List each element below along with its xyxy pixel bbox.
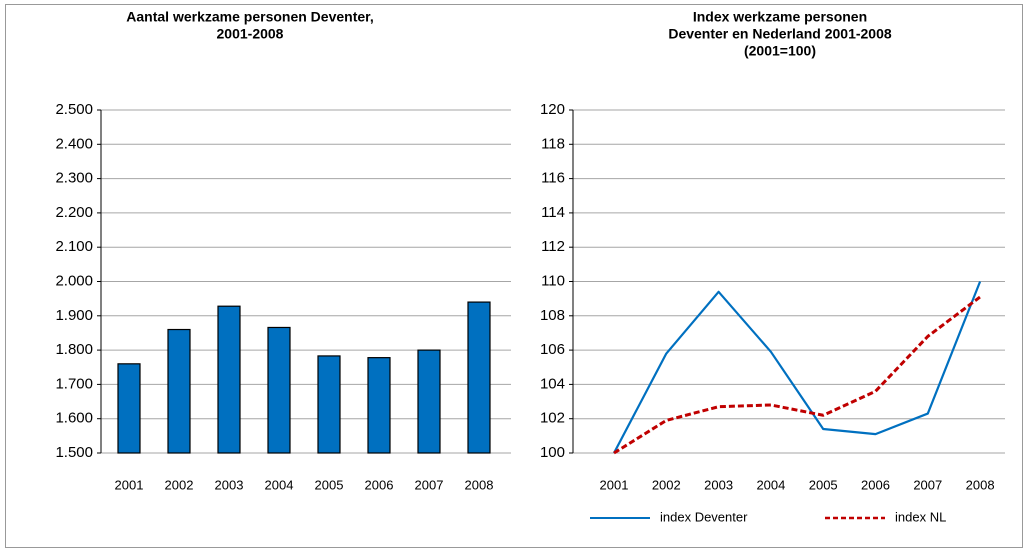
y-tick-label: 120 — [540, 101, 565, 118]
bar — [367, 357, 391, 454]
chart-title: (2001=100) — [744, 43, 816, 59]
y-tick-label: 1.500 — [55, 444, 93, 461]
legend-label: index NL — [895, 509, 946, 524]
bar — [417, 349, 441, 454]
y-tick-label: 2.000 — [55, 272, 93, 289]
y-tick-label: 2.200 — [55, 204, 93, 221]
chart-title: Aantal werkzame personen Deventer, — [126, 9, 373, 25]
y-tick-label: 2.400 — [55, 135, 93, 152]
y-tick-label: 110 — [541, 272, 565, 289]
y-tick-label: 2.500 — [55, 101, 93, 118]
bar — [167, 328, 191, 454]
x-tick-label: 2005 — [315, 477, 344, 492]
x-tick-label: 2002 — [165, 477, 194, 492]
x-tick-label: 2008 — [465, 477, 494, 492]
x-tick-label: 2005 — [809, 477, 838, 492]
y-tick-label: 2.100 — [55, 238, 93, 255]
bar — [267, 326, 291, 454]
y-tick-label: 116 — [541, 170, 565, 187]
x-tick-label: 2003 — [704, 477, 733, 492]
x-tick-label: 2004 — [265, 477, 294, 492]
x-tick-label: 2003 — [215, 477, 244, 492]
x-tick-label: 2006 — [365, 477, 394, 492]
chart-title: Deventer en Nederland 2001-2008 — [668, 26, 892, 42]
bar — [117, 363, 141, 454]
x-tick-label: 2007 — [913, 477, 942, 492]
y-tick-label: 1.900 — [55, 307, 93, 324]
y-tick-label: 112 — [541, 238, 565, 255]
bar — [217, 305, 241, 454]
legend-label: index Deventer — [660, 509, 748, 524]
y-tick-label: 100 — [540, 444, 565, 461]
y-tick-label: 102 — [540, 410, 565, 427]
x-tick-label: 2007 — [415, 477, 444, 492]
x-tick-label: 2006 — [861, 477, 890, 492]
y-tick-label: 104 — [540, 375, 565, 392]
chart-title: 2001-2008 — [217, 26, 284, 42]
y-tick-label: 2.300 — [55, 170, 93, 187]
chart-title: Index werkzame personen — [693, 9, 867, 25]
y-tick-label: 106 — [540, 341, 565, 358]
x-tick-label: 2001 — [115, 477, 144, 492]
y-tick-label: 118 — [541, 135, 565, 152]
y-tick-label: 108 — [540, 307, 565, 324]
x-tick-label: 2001 — [600, 477, 629, 492]
bar — [467, 301, 491, 454]
y-tick-label: 114 — [541, 204, 565, 221]
y-tick-label: 1.600 — [55, 410, 93, 427]
line-series — [613, 295, 982, 455]
x-tick-label: 2008 — [966, 477, 995, 492]
x-tick-label: 2002 — [652, 477, 681, 492]
line-series — [613, 281, 982, 454]
y-tick-label: 1.700 — [55, 375, 93, 392]
y-tick-label: 1.800 — [55, 341, 93, 358]
bar — [317, 355, 341, 454]
x-tick-label: 2004 — [756, 477, 785, 492]
chart-frame — [5, 4, 1023, 548]
